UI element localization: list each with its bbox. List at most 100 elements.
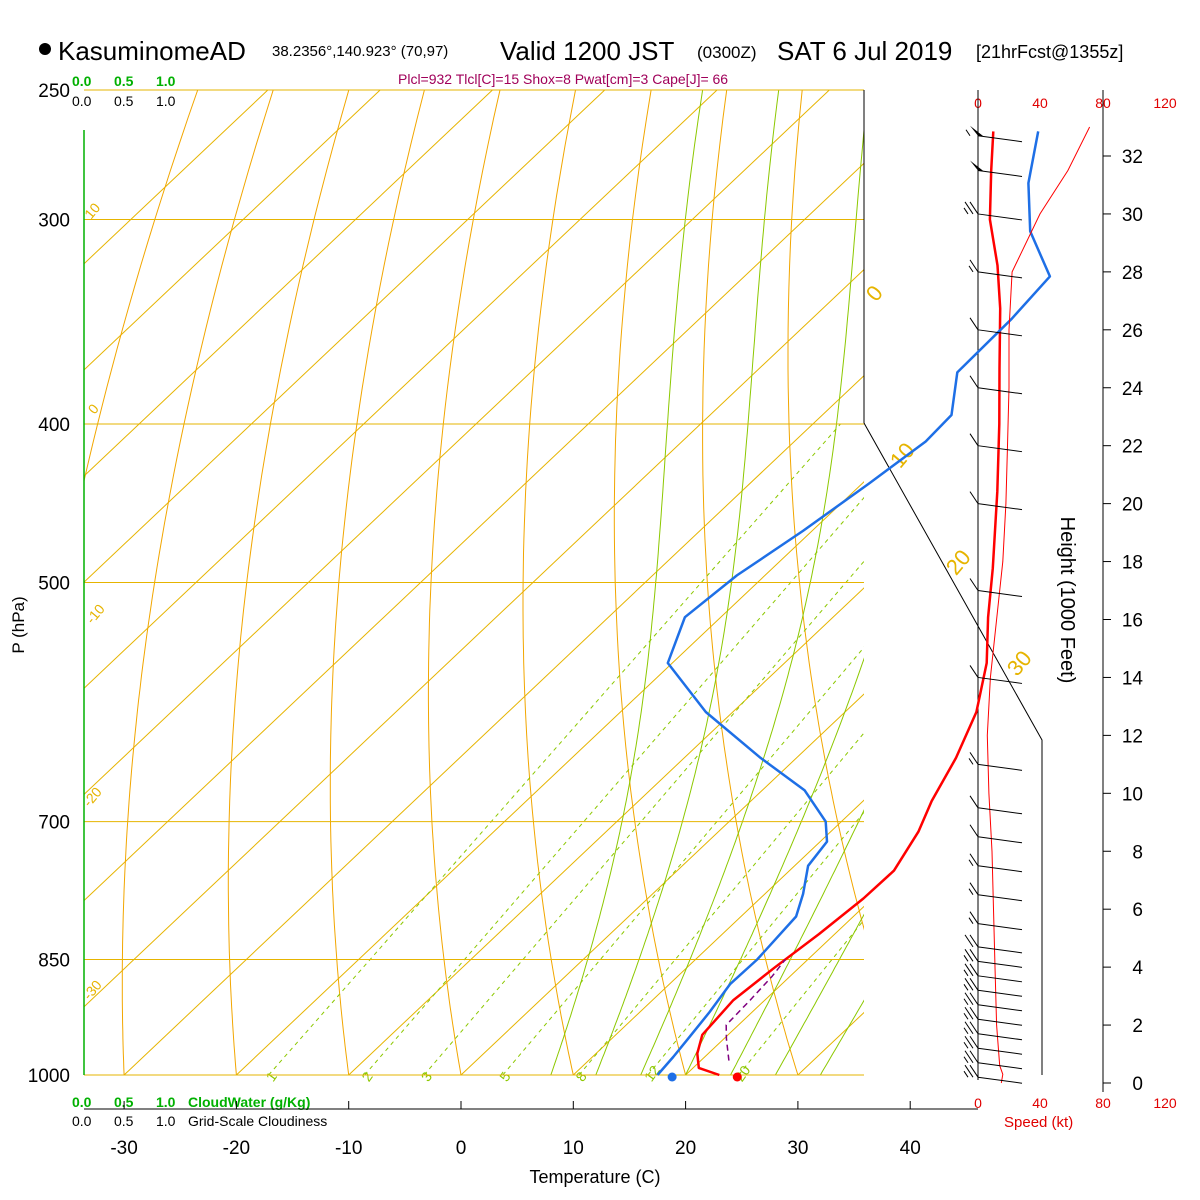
wind-barb	[970, 160, 1023, 177]
isotherm-line	[84, 90, 606, 583]
station-coords: 38.2356°,140.923° (70,97)	[272, 43, 448, 60]
pressure-tick-label: 300	[38, 211, 70, 232]
moist-adiabat-line	[685, 657, 864, 1075]
wind-barb	[963, 1021, 1023, 1041]
station-name: KasuminomeAD	[58, 36, 246, 66]
wind-barb	[963, 1064, 1023, 1084]
moist-adiabat-line	[595, 90, 780, 1075]
x-tick-label: 20	[675, 1138, 696, 1159]
pressure-tick-label: 500	[38, 574, 70, 595]
height-tick-label: 0	[1132, 1074, 1143, 1095]
surface-temperature-point	[732, 1072, 742, 1082]
wind-barb	[968, 752, 1023, 771]
height-tick-label: 10	[1122, 784, 1143, 805]
plot-right-border-slant	[863, 422, 1043, 1075]
speed-tick-top-3: 120	[1153, 95, 1177, 111]
isotherm-line	[572, 799, 864, 1075]
wind-barb	[963, 992, 1023, 1012]
mixing-ratio-line	[423, 560, 864, 1075]
speed-tick-bottom-1: 40	[1032, 1095, 1048, 1111]
wind-barb	[969, 491, 1023, 511]
cloudwater-tick-bottom-2: 1.0	[156, 1094, 176, 1110]
wind-barb	[969, 795, 1023, 815]
dry-adiabat-line	[1029, 90, 1200, 1075]
x-axis-title: Temperature (C)	[529, 1167, 660, 1187]
wind-barb	[969, 433, 1023, 453]
speed-tick-bottom-3: 120	[1153, 1095, 1177, 1111]
cloudiness-tick-top-2: 1.0	[156, 93, 176, 109]
valid-utc: (0300Z)	[697, 43, 757, 62]
cloudiness-tick-bottom-2: 1.0	[156, 1113, 176, 1129]
isotherm-label: -10	[83, 601, 108, 627]
height-tick-label: 16	[1122, 611, 1143, 632]
wind-barb	[968, 853, 1023, 873]
wind-barb	[963, 949, 1023, 968]
cloudwater-label: CloudWater (g/Kg)	[188, 1094, 310, 1110]
height-tick-label: 18	[1122, 553, 1143, 574]
moist-adiabat-line	[774, 913, 864, 1075]
height-tick-label: 20	[1122, 495, 1143, 516]
height-tick-label: 8	[1132, 842, 1143, 863]
height-tick-label: 22	[1122, 437, 1143, 458]
speed-tick-bottom-0: 0	[974, 1095, 982, 1111]
dry-adiabat-line	[227, 90, 350, 1075]
grid-lines	[84, 90, 1200, 1075]
cloudwater-tick-top-2: 1.0	[156, 73, 176, 89]
x-tick-label: 0	[456, 1138, 467, 1159]
pressure-tick-label: 850	[38, 951, 70, 972]
mixing-ratio-label: 2	[358, 1069, 376, 1085]
mixing-ratio-label: 8	[572, 1069, 590, 1085]
height-tick-label: 30	[1122, 205, 1143, 226]
dry-adiabat-line	[1105, 90, 1200, 1075]
mixing-ratio-line	[364, 496, 864, 1075]
cloudiness-label: Grid-Scale Cloudiness	[188, 1113, 327, 1129]
mixing-ratio-line	[268, 423, 841, 1075]
x-tick-label: 10	[563, 1138, 584, 1159]
wind-barb	[969, 317, 1023, 337]
wind-barb	[968, 259, 1023, 279]
x-tick-label: -10	[335, 1138, 362, 1159]
mixing-ratio-label: 5	[496, 1069, 514, 1085]
mixing-ratio-label: 1	[262, 1069, 280, 1085]
wind-speed-profile-line	[986, 126, 1091, 1084]
wind-barb	[963, 963, 1023, 983]
x-tick-label: -30	[110, 1138, 137, 1159]
dry-adiabat-line	[427, 90, 501, 1075]
y-axis-title: P (hPa)	[9, 596, 28, 653]
wind-barb	[963, 1006, 1023, 1026]
wind-barb	[963, 978, 1023, 997]
isotherm-label: 20	[941, 545, 976, 580]
isotherm-line	[84, 90, 269, 265]
pressure-tick-label: 400	[38, 415, 70, 436]
station-marker-icon	[39, 43, 51, 55]
dry-adiabat-line	[522, 90, 576, 1075]
wind-barb	[963, 201, 1023, 221]
moist-adiabat-line	[550, 90, 704, 1075]
cloudwater-tick-bottom-0: 0.0	[72, 1094, 92, 1110]
forecast-info: [21hrFcst@1355z]	[976, 42, 1123, 62]
cloudiness-tick-top-0: 0.0	[72, 93, 92, 109]
height-tick-label: 2	[1132, 1016, 1143, 1037]
x-tick-label: 30	[787, 1138, 808, 1159]
surface-dewpoint-point	[667, 1072, 677, 1082]
isotherm-line	[460, 693, 864, 1075]
dry-adiabat-line	[871, 90, 1023, 1075]
moist-adiabat-line	[819, 999, 864, 1075]
height-tick-label: 14	[1122, 668, 1144, 689]
wind-barb	[969, 665, 1023, 684]
speed-tick-top-1: 40	[1032, 95, 1048, 111]
speed-tick-bottom-2: 80	[1095, 1095, 1111, 1111]
wind-barb	[965, 125, 1023, 143]
wind-barb	[968, 882, 1023, 902]
height-tick-label: 12	[1122, 726, 1143, 747]
moist-adiabat-line	[640, 125, 864, 1075]
stability-indices: Plcl=932 Tlcl[C]=15 Shox=8 Pwat[cm]=3 Ca…	[398, 71, 728, 87]
wind-barb	[963, 1035, 1023, 1055]
cloudiness-tick-top-1: 0.5	[114, 93, 134, 109]
cloudiness-tick-bottom-1: 0.5	[114, 1113, 134, 1129]
dry-adiabat-line	[121, 90, 274, 1075]
isotherm-line	[84, 90, 493, 477]
wind-barb	[969, 578, 1023, 598]
height-tick-label: 6	[1132, 900, 1143, 921]
